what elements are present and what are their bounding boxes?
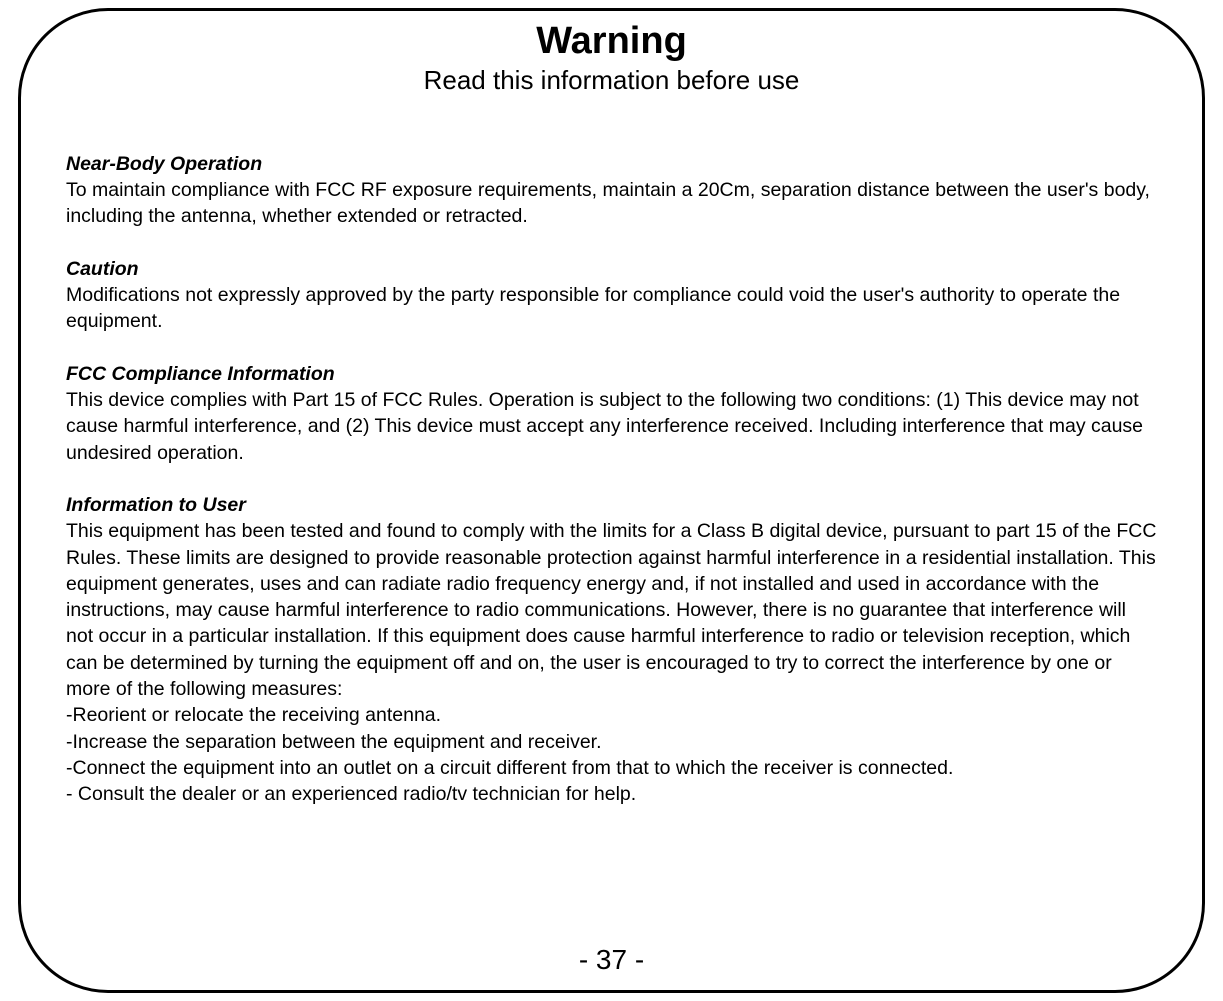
section-heading: FCC Compliance Information <box>66 361 1157 387</box>
section-body: This device complies with Part 15 of FCC… <box>66 387 1157 466</box>
page-title: Warning <box>66 21 1157 63</box>
section-body: This equipment has been tested and found… <box>66 518 1157 807</box>
section-info-to-user: Information to User This equipment has b… <box>66 492 1157 808</box>
page-subtitle: Read this information before use <box>66 65 1157 96</box>
section-body: To maintain compliance with FCC RF expos… <box>66 177 1157 230</box>
section-body: Modifications not expressly approved by … <box>66 282 1157 335</box>
page-frame: Warning Read this information before use… <box>18 8 1205 993</box>
section-near-body: Near-Body Operation To maintain complian… <box>66 151 1157 230</box>
section-heading: Information to User <box>66 492 1157 518</box>
header: Warning Read this information before use <box>66 21 1157 96</box>
section-heading: Near-Body Operation <box>66 151 1157 177</box>
page-number: - 37 - <box>21 944 1202 976</box>
content: Near-Body Operation To maintain complian… <box>66 151 1157 808</box>
section-fcc-compliance: FCC Compliance Information This device c… <box>66 361 1157 466</box>
section-caution: Caution Modifications not expressly appr… <box>66 256 1157 335</box>
section-heading: Caution <box>66 256 1157 282</box>
